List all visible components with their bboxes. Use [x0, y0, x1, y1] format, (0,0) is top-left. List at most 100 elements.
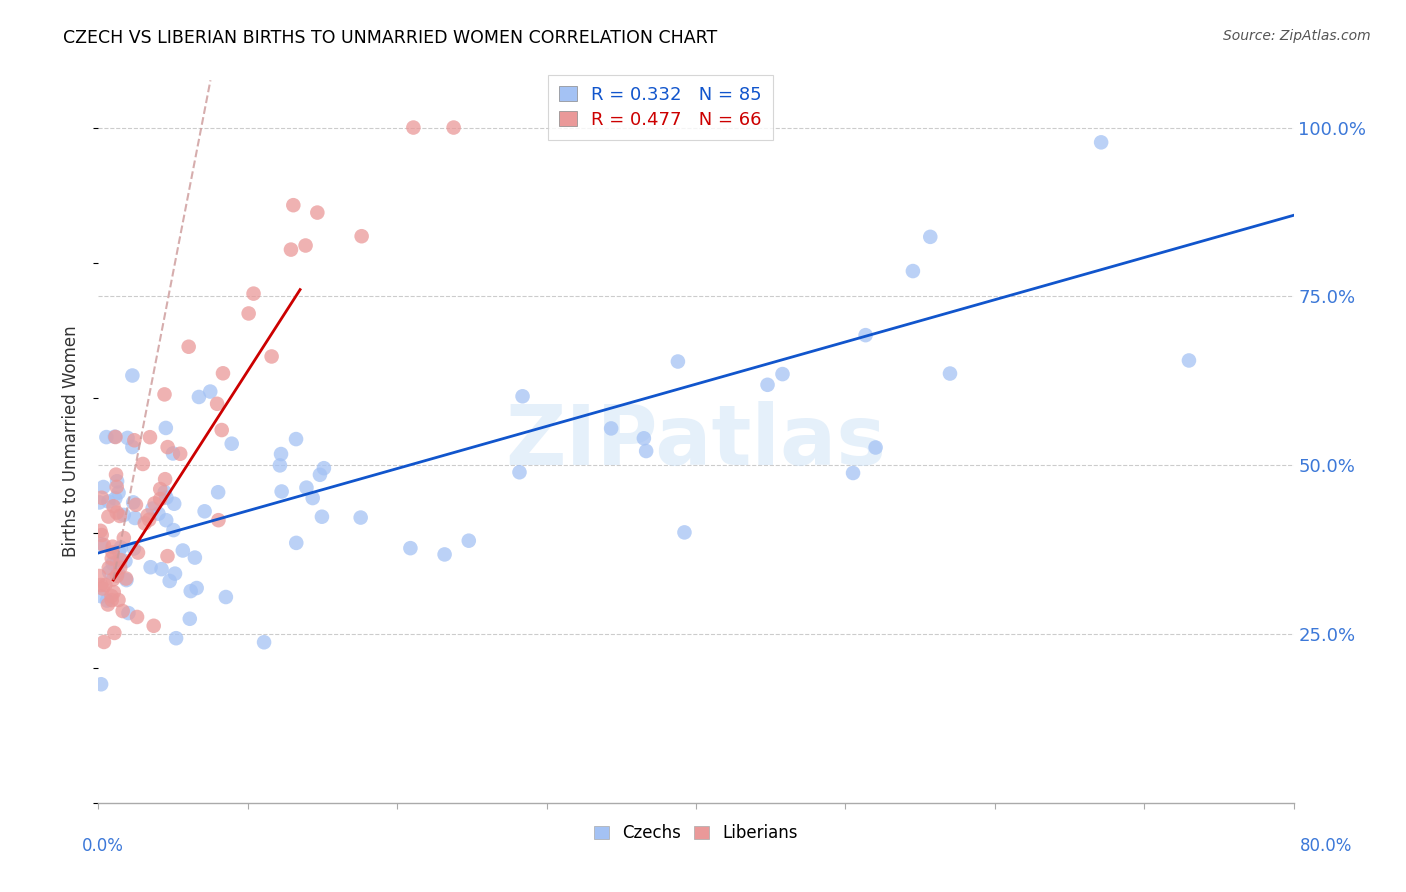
Point [104, 430, 127, 444]
Point [309, 467, 332, 482]
Point [93, 480, 115, 494]
Point [138, 513, 160, 527]
Point [301, 491, 323, 505]
Point [110, 560, 132, 574]
Point [97, 598, 120, 612]
Point [205, 397, 228, 411]
Point [115, 573, 138, 587]
Point [280, 243, 302, 257]
Point [756, 377, 779, 392]
Point [148, 507, 170, 521]
Point [238, 306, 260, 320]
Point [842, 466, 865, 480]
Point [180, 584, 202, 599]
Point [186, 581, 208, 595]
Point [253, 635, 276, 649]
Legend: Czechs, Liberians: Czechs, Liberians [588, 817, 804, 848]
Point [207, 485, 229, 500]
Point [153, 387, 176, 401]
Point [125, 498, 148, 512]
Point [512, 389, 534, 403]
Point [636, 444, 658, 458]
Point [134, 516, 156, 531]
Point [162, 523, 184, 537]
Point [124, 511, 146, 525]
Point [108, 544, 131, 558]
Point [122, 495, 145, 509]
Point [96, 593, 118, 607]
Point [155, 491, 177, 505]
Point [89, 495, 111, 509]
Point [633, 431, 655, 445]
Point [399, 541, 422, 556]
Point [457, 533, 479, 548]
Point [101, 573, 124, 587]
Point [207, 513, 229, 527]
Point [93, 538, 115, 552]
Point [865, 441, 887, 455]
Y-axis label: Births to Unmarried Women: Births to Unmarried Women [62, 326, 80, 558]
Point [433, 548, 456, 562]
Point [105, 467, 128, 482]
Point [443, 120, 465, 135]
Point [100, 551, 122, 566]
Point [153, 472, 176, 486]
Point [179, 612, 201, 626]
Point [939, 367, 962, 381]
Point [194, 504, 217, 518]
Point [108, 508, 131, 523]
Point [98, 565, 121, 579]
Text: 80.0%: 80.0% [1301, 837, 1353, 855]
Point [110, 541, 132, 555]
Text: Source: ZipAtlas.com: Source: ZipAtlas.com [1223, 29, 1371, 43]
Point [666, 354, 689, 368]
Point [121, 440, 143, 454]
Point [162, 446, 184, 460]
Point [105, 506, 128, 520]
Point [132, 457, 155, 471]
Point [90, 589, 112, 603]
Point [855, 328, 877, 343]
Point [125, 610, 148, 624]
Point [149, 482, 172, 496]
Point [112, 531, 135, 545]
Point [350, 510, 373, 524]
Point [184, 550, 207, 565]
Point [600, 421, 623, 435]
Point [295, 481, 318, 495]
Point [101, 545, 124, 559]
Point [211, 423, 233, 437]
Point [159, 574, 181, 588]
Point [124, 434, 146, 448]
Point [104, 430, 127, 444]
Point [107, 566, 129, 580]
Point [107, 593, 129, 607]
Point [260, 350, 283, 364]
Point [283, 198, 305, 212]
Point [270, 447, 292, 461]
Point [1178, 353, 1201, 368]
Point [105, 475, 128, 489]
Point [117, 606, 139, 620]
Point [143, 496, 166, 510]
Point [142, 619, 165, 633]
Point [115, 572, 138, 586]
Point [97, 509, 120, 524]
Point [142, 501, 165, 516]
Point [215, 590, 238, 604]
Point [177, 340, 200, 354]
Point [112, 508, 135, 522]
Point [139, 560, 162, 574]
Text: ZIPatlas: ZIPatlas [506, 401, 886, 482]
Point [1090, 136, 1112, 150]
Point [155, 513, 177, 527]
Point [772, 367, 794, 381]
Point [221, 436, 243, 450]
Point [97, 494, 120, 508]
Point [90, 528, 112, 542]
Point [156, 440, 179, 454]
Point [91, 582, 114, 596]
Point [90, 537, 112, 551]
Point [97, 561, 120, 575]
Point [93, 635, 115, 649]
